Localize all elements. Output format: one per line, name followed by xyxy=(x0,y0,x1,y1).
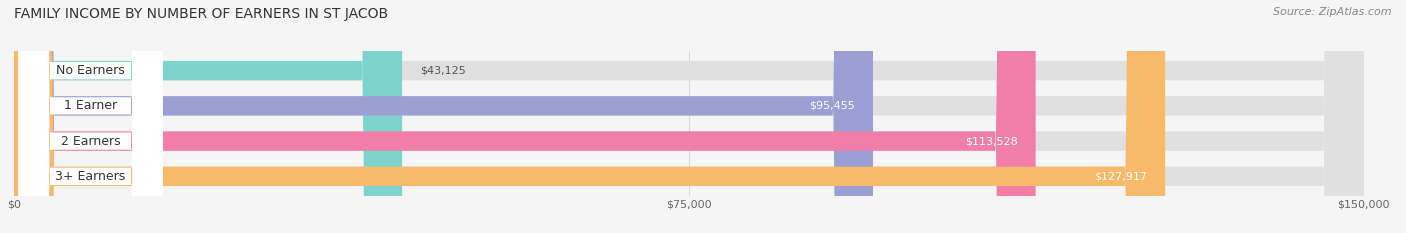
Text: FAMILY INCOME BY NUMBER OF EARNERS IN ST JACOB: FAMILY INCOME BY NUMBER OF EARNERS IN ST… xyxy=(14,7,388,21)
Text: $113,528: $113,528 xyxy=(965,136,1018,146)
FancyBboxPatch shape xyxy=(14,0,1036,233)
Text: $95,455: $95,455 xyxy=(810,101,855,111)
FancyBboxPatch shape xyxy=(14,0,1364,233)
Text: 2 Earners: 2 Earners xyxy=(60,135,121,148)
FancyBboxPatch shape xyxy=(18,0,163,233)
FancyBboxPatch shape xyxy=(14,0,1364,233)
FancyBboxPatch shape xyxy=(18,0,163,233)
Text: 1 Earner: 1 Earner xyxy=(65,99,117,112)
FancyBboxPatch shape xyxy=(18,0,163,233)
Text: $43,125: $43,125 xyxy=(420,66,465,76)
Text: 3+ Earners: 3+ Earners xyxy=(55,170,125,183)
Text: $127,917: $127,917 xyxy=(1094,171,1147,181)
FancyBboxPatch shape xyxy=(14,0,1364,233)
FancyBboxPatch shape xyxy=(18,0,163,233)
Text: No Earners: No Earners xyxy=(56,64,125,77)
FancyBboxPatch shape xyxy=(14,0,1364,233)
FancyBboxPatch shape xyxy=(14,0,402,233)
Text: Source: ZipAtlas.com: Source: ZipAtlas.com xyxy=(1274,7,1392,17)
FancyBboxPatch shape xyxy=(14,0,1166,233)
FancyBboxPatch shape xyxy=(14,0,873,233)
